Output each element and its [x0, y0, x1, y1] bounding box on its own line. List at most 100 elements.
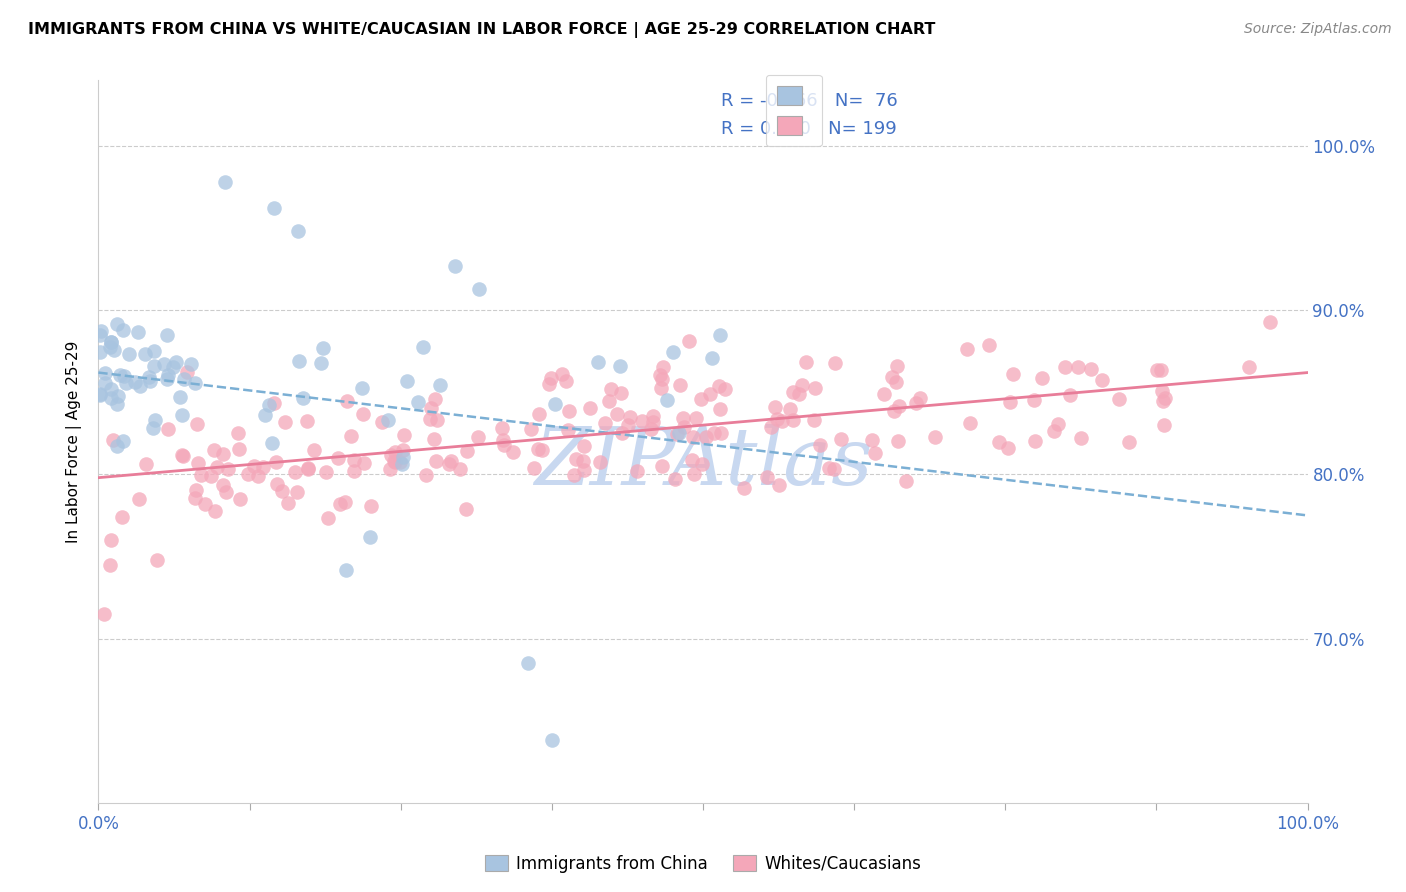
Point: [295, 414, 318, 428]
Point: [683, 467, 706, 482]
Point: [1043, 425, 1066, 439]
Point: [610, 386, 633, 401]
Point: [190, 468, 212, 483]
Point: [156, 328, 179, 343]
Point: [770, 414, 793, 428]
Point: [641, 415, 664, 429]
Point: [215, 485, 238, 500]
Point: [703, 425, 725, 440]
Point: [336, 394, 359, 409]
Point: [172, 449, 194, 463]
Point: [538, 377, 561, 392]
Point: [657, 392, 679, 407]
Point: [956, 343, 979, 357]
Point: [863, 446, 886, 460]
Point: [551, 367, 574, 381]
Point: [89, 386, 111, 401]
Point: [1153, 417, 1175, 432]
Point: [93, 607, 115, 621]
Point: [105, 397, 128, 411]
Point: [395, 374, 418, 388]
Point: [690, 392, 713, 406]
Point: [1070, 431, 1092, 445]
Point: [127, 325, 149, 339]
Point: [977, 338, 1000, 352]
Point: [609, 359, 631, 373]
Point: [527, 407, 550, 421]
Point: [204, 503, 226, 517]
Point: [297, 461, 319, 475]
Point: [523, 461, 546, 475]
Text: Source: ZipAtlas.com: Source: ZipAtlas.com: [1244, 22, 1392, 37]
Point: [100, 533, 122, 547]
Point: [156, 422, 179, 436]
Point: [502, 445, 524, 459]
Point: [1024, 434, 1046, 448]
Point: [651, 371, 673, 385]
Point: [714, 382, 737, 396]
Point: [304, 442, 326, 457]
Point: [343, 453, 366, 467]
Point: [619, 409, 641, 424]
Point: [153, 357, 176, 371]
Point: [886, 359, 908, 374]
Point: [429, 377, 451, 392]
Point: [217, 462, 239, 476]
Legend: , : ,: [766, 75, 821, 146]
Point: [353, 456, 375, 470]
Point: [118, 347, 141, 361]
Point: [565, 452, 588, 467]
Point: [672, 419, 695, 434]
Point: [1031, 371, 1053, 385]
Point: [792, 377, 814, 392]
Point: [423, 432, 446, 446]
Point: [380, 448, 402, 462]
Point: [873, 387, 896, 401]
Point: [112, 323, 135, 337]
Text: R = -0.166   N=  76: R = -0.166 N= 76: [721, 92, 898, 110]
Point: [264, 455, 287, 469]
Point: [540, 371, 562, 385]
Point: [94, 366, 117, 380]
Point: [662, 344, 685, 359]
Point: [755, 469, 778, 483]
Point: [803, 413, 825, 427]
Point: [135, 457, 157, 471]
Point: [229, 491, 252, 506]
Point: [600, 382, 623, 396]
Point: [277, 496, 299, 510]
Point: [419, 412, 441, 426]
Point: [200, 468, 222, 483]
Point: [733, 481, 755, 495]
Point: [170, 409, 193, 423]
Point: [360, 500, 382, 514]
Point: [408, 394, 430, 409]
Point: [959, 416, 981, 430]
Point: [574, 439, 596, 453]
Point: [672, 410, 695, 425]
Point: [593, 416, 616, 430]
Point: [211, 447, 233, 461]
Point: [145, 553, 167, 567]
Point: [262, 436, 284, 450]
Point: [1047, 417, 1070, 432]
Point: [606, 407, 628, 421]
Point: [1237, 359, 1260, 374]
Point: [105, 439, 128, 453]
Point: [665, 426, 688, 441]
Point: [236, 467, 259, 481]
Point: [1000, 394, 1022, 409]
Point: [340, 429, 363, 443]
Point: [380, 462, 402, 476]
Point: [808, 437, 831, 451]
Point: [284, 466, 307, 480]
Point: [544, 397, 567, 411]
Point: [1022, 392, 1045, 407]
Point: [254, 408, 277, 422]
Point: [377, 413, 399, 427]
Point: [710, 426, 733, 441]
Point: [391, 457, 413, 471]
Point: [586, 354, 609, 368]
Point: [883, 403, 905, 417]
Point: [641, 409, 664, 423]
